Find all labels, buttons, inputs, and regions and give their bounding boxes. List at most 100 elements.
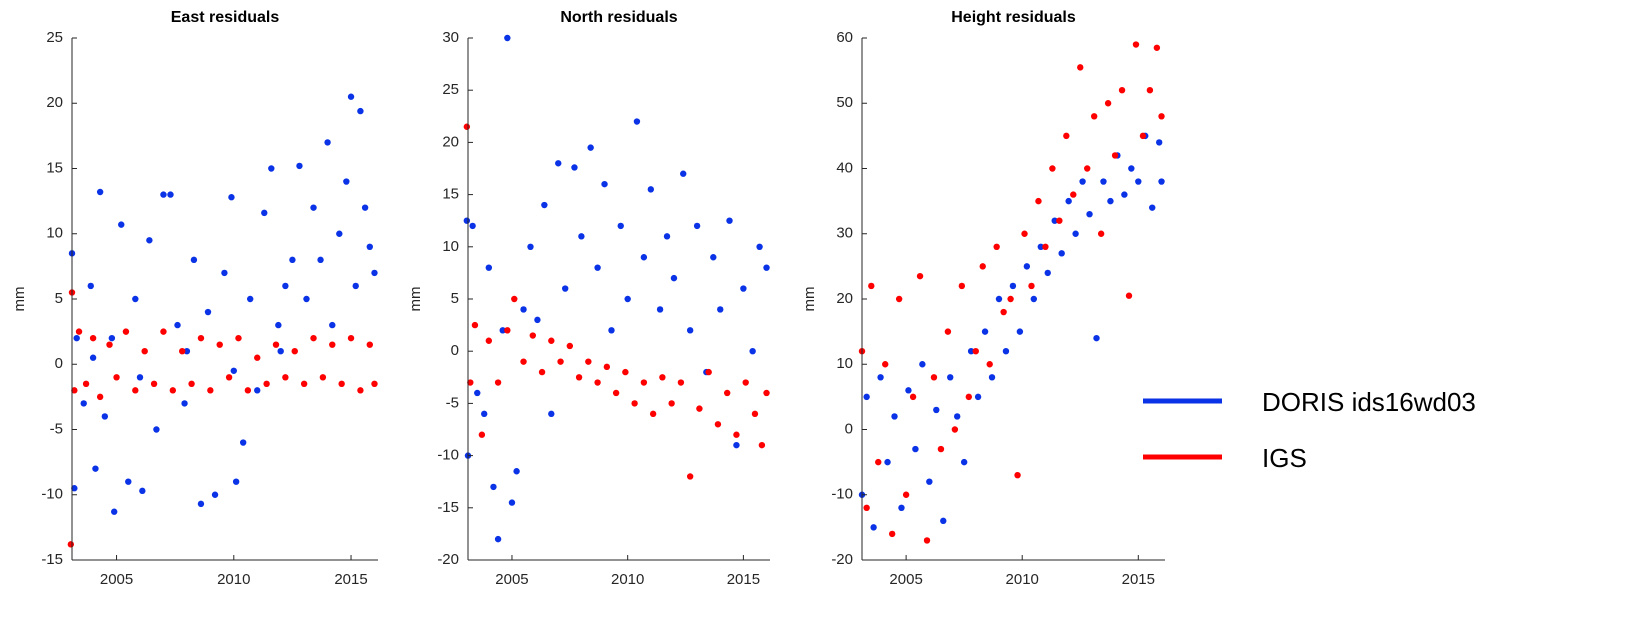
scatter-point: [480, 410, 488, 418]
scatter-point: [1063, 132, 1070, 140]
scatter-point: [235, 334, 242, 342]
y-tick-label: 20: [836, 290, 853, 307]
scatter-point: [696, 405, 703, 412]
scatter-point: [366, 341, 373, 348]
y-tick-label: 5: [451, 290, 459, 307]
scatter-point: [225, 374, 233, 381]
scatter-point: [749, 348, 756, 355]
scatter-point: [347, 334, 355, 342]
y-axis-label: mm: [801, 287, 818, 312]
scatter-point: [317, 256, 324, 264]
scatter-point: [541, 201, 548, 209]
scatter-point: [263, 380, 270, 388]
scatter-point: [232, 478, 240, 485]
scatter-point: [1084, 165, 1091, 172]
scatter-point: [965, 393, 973, 401]
scatter-point: [594, 379, 601, 386]
scatter-point: [733, 431, 740, 438]
scatter-point: [490, 483, 497, 491]
scatter-point: [895, 295, 903, 303]
scatter-point: [190, 256, 198, 264]
scatter-point: [1158, 178, 1165, 185]
scatter-point: [1016, 328, 1024, 335]
scatter-point: [329, 341, 336, 348]
scatter-point: [1121, 191, 1128, 198]
scatter-point: [310, 204, 317, 211]
scatter-point: [603, 363, 611, 371]
scatter-point: [254, 354, 261, 361]
scatter-point: [108, 334, 116, 342]
y-tick-label: 25: [442, 81, 459, 98]
x-tick-label: 2010: [217, 571, 250, 588]
y-axis-label: mm: [11, 287, 28, 312]
scatter-point: [300, 380, 308, 388]
scatter-point: [622, 368, 629, 376]
scatter-point: [239, 439, 247, 446]
scatter-point: [578, 233, 585, 240]
y-tick-label: 0: [451, 342, 459, 359]
y-tick-label: 50: [836, 94, 853, 111]
scatter-point: [494, 535, 502, 543]
scatter-point: [714, 421, 722, 428]
y-tick-label: 60: [836, 29, 853, 46]
scatter-point: [511, 295, 518, 303]
scatter-point: [216, 341, 223, 348]
scatter-point: [261, 209, 268, 217]
scatter-point: [624, 295, 631, 303]
scatter-point: [1107, 197, 1114, 205]
y-tick-label: 40: [836, 159, 853, 176]
scatter-point: [132, 387, 139, 394]
scatter-point: [1007, 295, 1014, 303]
scatter-point: [371, 380, 378, 388]
scatter-point: [504, 34, 511, 42]
x-tick-label: 2005: [889, 571, 922, 588]
scatter-point: [371, 269, 378, 277]
scatter-point: [723, 389, 731, 397]
scatter-point: [561, 285, 569, 292]
scatter-point: [751, 410, 759, 418]
scatter-point: [289, 256, 296, 264]
scatter-point: [357, 107, 364, 115]
scatter-point: [916, 272, 924, 280]
scatter-point: [947, 374, 954, 381]
scatter-point: [160, 191, 167, 198]
scatter-point: [167, 191, 174, 198]
scatter-point: [474, 389, 481, 397]
scatter-point: [986, 361, 993, 368]
scatter-point: [183, 348, 191, 355]
scatter-point: [882, 361, 889, 368]
scatter-point: [557, 358, 564, 365]
scatter-point: [571, 164, 578, 171]
scatter-point: [197, 500, 205, 508]
scatter-point: [513, 468, 520, 475]
scatter-point: [73, 334, 80, 342]
chart-title: East residuals: [171, 9, 280, 26]
scatter-point: [527, 243, 534, 250]
scatter-point: [146, 237, 153, 244]
scatter-point: [336, 230, 343, 237]
scatter-point: [717, 306, 724, 313]
scatter-point: [118, 221, 125, 228]
scatter-point: [343, 178, 350, 185]
scatter-point: [463, 217, 471, 224]
legend-text: IGS: [1262, 443, 1307, 473]
y-tick-label: 15: [442, 186, 459, 203]
scatter-point: [944, 328, 952, 335]
y-tick-label: -15: [437, 499, 459, 516]
scatter-point: [868, 282, 875, 290]
scatter-point: [640, 379, 648, 386]
scatter-point: [763, 264, 770, 271]
y-tick-label: 30: [442, 29, 459, 46]
scatter-point: [277, 348, 284, 355]
scatter-point: [912, 445, 919, 453]
scatter-point: [1051, 217, 1058, 224]
scatter-point: [80, 400, 87, 407]
scatter-point: [710, 254, 717, 261]
scatter-point: [324, 139, 331, 146]
scatter-point: [268, 165, 275, 172]
y-tick-label: 10: [836, 355, 853, 372]
y-tick-label: 0: [845, 420, 853, 437]
y-tick-label: -10: [437, 447, 459, 464]
scatter-point: [940, 517, 947, 525]
scatter-point: [113, 374, 120, 381]
